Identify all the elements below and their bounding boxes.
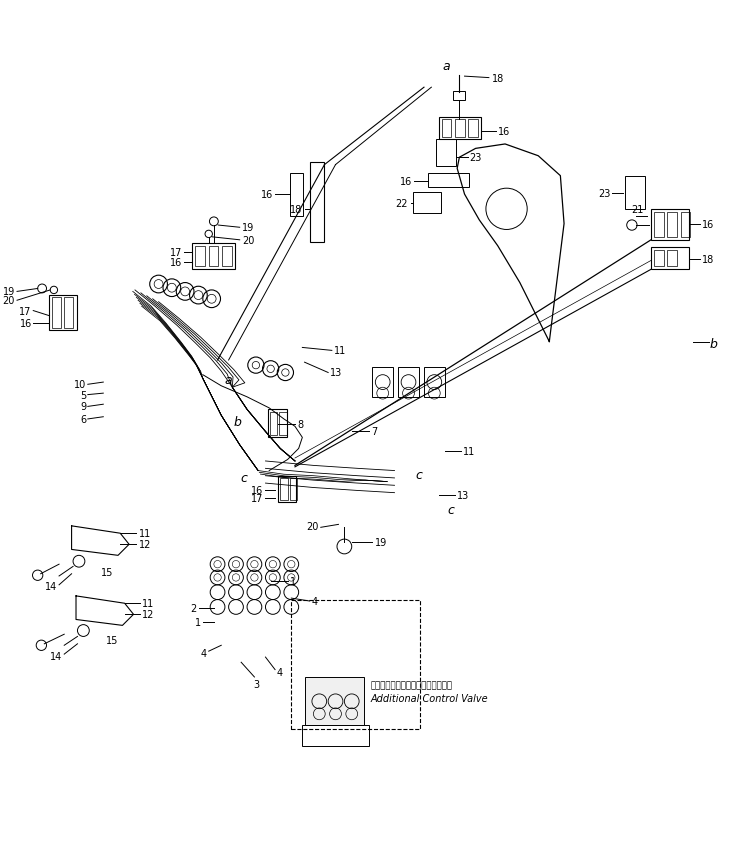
Bar — [680, 213, 690, 238]
Text: 16: 16 — [261, 190, 273, 200]
Bar — [428, 174, 469, 188]
Text: c: c — [415, 468, 422, 481]
Text: 23: 23 — [470, 153, 482, 163]
Text: 20: 20 — [306, 521, 319, 531]
Bar — [280, 479, 288, 500]
Text: 17: 17 — [251, 493, 263, 503]
Bar — [310, 164, 325, 243]
Text: 16: 16 — [19, 319, 32, 329]
Bar — [209, 246, 219, 267]
Text: 10: 10 — [74, 380, 87, 390]
Bar — [64, 298, 73, 329]
Bar — [290, 174, 303, 217]
Bar — [290, 479, 297, 500]
Bar — [453, 92, 465, 101]
Bar — [442, 120, 451, 138]
Text: 16: 16 — [170, 257, 182, 268]
Text: 16: 16 — [400, 177, 412, 187]
Text: a: a — [225, 374, 233, 387]
Text: b: b — [233, 415, 241, 428]
Bar — [651, 248, 689, 270]
Text: 18: 18 — [702, 255, 714, 264]
Text: 15: 15 — [101, 567, 113, 577]
Bar — [50, 295, 78, 331]
Text: a: a — [442, 60, 450, 73]
Text: 21: 21 — [631, 205, 644, 214]
Bar — [398, 368, 419, 398]
Bar — [291, 600, 420, 728]
Text: 15: 15 — [105, 635, 118, 646]
Text: 12: 12 — [142, 610, 155, 620]
Text: 11: 11 — [142, 598, 155, 609]
Bar — [668, 251, 677, 267]
Text: 3: 3 — [253, 679, 259, 690]
Bar — [193, 244, 235, 270]
Text: 20: 20 — [242, 236, 254, 245]
Bar — [278, 476, 296, 503]
Bar — [439, 118, 482, 139]
Text: 11: 11 — [463, 446, 475, 456]
Text: 20: 20 — [2, 296, 15, 306]
Text: 18: 18 — [290, 205, 302, 214]
Bar — [302, 725, 369, 746]
Bar — [52, 298, 61, 329]
Text: 14: 14 — [50, 651, 62, 661]
Text: 17: 17 — [170, 247, 182, 257]
Bar — [413, 193, 441, 214]
Text: 12: 12 — [139, 540, 151, 549]
Bar — [436, 139, 456, 167]
Text: 13: 13 — [330, 368, 342, 378]
Bar — [373, 368, 393, 398]
Text: 4: 4 — [200, 647, 207, 658]
Text: 19: 19 — [2, 287, 15, 297]
Text: 1: 1 — [194, 617, 201, 627]
Bar — [268, 410, 287, 438]
Text: c: c — [240, 472, 247, 485]
Bar — [651, 209, 689, 240]
Text: 16: 16 — [498, 127, 510, 137]
Text: アディショナルコントロールバルブ: アディショナルコントロールバルブ — [371, 681, 453, 690]
Bar — [654, 213, 664, 238]
Text: 6: 6 — [80, 414, 87, 424]
Text: c: c — [448, 504, 454, 517]
Bar — [222, 246, 232, 267]
Text: 4: 4 — [312, 597, 318, 606]
Text: 18: 18 — [492, 73, 504, 84]
Text: 4: 4 — [276, 667, 282, 677]
Text: 23: 23 — [598, 189, 611, 198]
Text: 11: 11 — [334, 346, 346, 356]
Bar — [424, 368, 445, 398]
Text: 16: 16 — [702, 220, 714, 229]
Bar — [668, 213, 677, 238]
Text: 19: 19 — [375, 537, 387, 548]
Bar — [305, 678, 364, 725]
Bar — [196, 246, 205, 267]
Bar — [455, 120, 465, 138]
Bar — [468, 120, 478, 138]
Bar — [279, 412, 287, 436]
Text: 8: 8 — [297, 419, 303, 430]
Bar — [270, 412, 277, 436]
Bar — [654, 251, 664, 267]
Text: 13: 13 — [457, 490, 469, 500]
Text: 11: 11 — [139, 529, 151, 539]
Text: 1: 1 — [290, 577, 296, 586]
Text: 5: 5 — [80, 390, 87, 400]
Text: 14: 14 — [44, 582, 57, 592]
Text: 19: 19 — [242, 223, 254, 233]
Text: 16: 16 — [251, 486, 263, 496]
Text: 9: 9 — [80, 402, 87, 412]
Text: Additional Control Valve: Additional Control Valve — [371, 693, 488, 703]
Text: b: b — [710, 338, 718, 350]
Text: 17: 17 — [19, 307, 32, 316]
Bar — [625, 177, 645, 209]
Text: 2: 2 — [190, 604, 197, 614]
Text: 7: 7 — [371, 427, 377, 437]
Text: 22: 22 — [395, 199, 408, 208]
